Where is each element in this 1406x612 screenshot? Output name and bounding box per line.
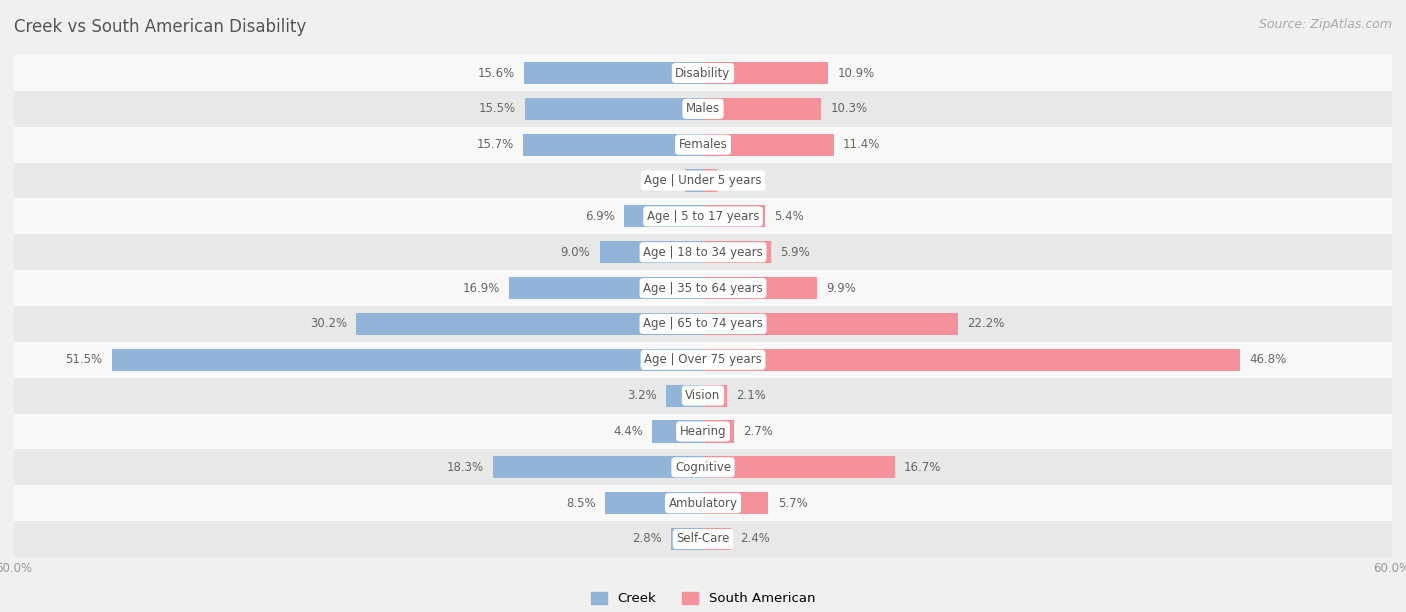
Bar xyxy=(14,521,1392,557)
Bar xyxy=(703,241,770,263)
Text: 1.6%: 1.6% xyxy=(645,174,675,187)
Bar xyxy=(14,198,1392,234)
Bar xyxy=(14,270,1392,306)
Bar xyxy=(14,91,1392,127)
Bar xyxy=(509,277,703,299)
Bar xyxy=(14,485,1392,521)
Text: 46.8%: 46.8% xyxy=(1250,353,1286,366)
Text: 4.4%: 4.4% xyxy=(613,425,644,438)
Text: 6.9%: 6.9% xyxy=(585,210,614,223)
Text: Age | 35 to 64 years: Age | 35 to 64 years xyxy=(643,282,763,294)
Text: Source: ZipAtlas.com: Source: ZipAtlas.com xyxy=(1258,18,1392,31)
Bar xyxy=(523,133,703,156)
Text: 15.7%: 15.7% xyxy=(477,138,513,151)
Text: Age | 18 to 34 years: Age | 18 to 34 years xyxy=(643,246,763,259)
Bar xyxy=(14,306,1392,342)
Text: 16.7%: 16.7% xyxy=(904,461,941,474)
Text: 51.5%: 51.5% xyxy=(65,353,103,366)
Bar xyxy=(599,241,703,263)
Bar xyxy=(14,414,1392,449)
Text: Age | Over 75 years: Age | Over 75 years xyxy=(644,353,762,366)
Bar xyxy=(703,349,1240,371)
Bar xyxy=(685,170,703,192)
Text: Self-Care: Self-Care xyxy=(676,532,730,545)
Bar xyxy=(14,163,1392,198)
Bar xyxy=(703,528,731,550)
Text: 2.7%: 2.7% xyxy=(744,425,773,438)
Bar xyxy=(703,170,717,192)
Bar xyxy=(703,492,769,514)
Text: 18.3%: 18.3% xyxy=(447,461,484,474)
Bar xyxy=(524,62,703,84)
Bar xyxy=(703,277,817,299)
Text: 10.3%: 10.3% xyxy=(831,102,868,115)
Text: 1.2%: 1.2% xyxy=(725,174,756,187)
Bar xyxy=(14,127,1392,163)
Text: 3.2%: 3.2% xyxy=(627,389,657,402)
Bar xyxy=(703,62,828,84)
Text: 22.2%: 22.2% xyxy=(967,318,1004,330)
Bar xyxy=(14,234,1392,270)
Bar xyxy=(624,205,703,228)
Bar xyxy=(671,528,703,550)
Text: Males: Males xyxy=(686,102,720,115)
Text: 5.4%: 5.4% xyxy=(775,210,804,223)
Bar xyxy=(606,492,703,514)
Text: Age | 65 to 74 years: Age | 65 to 74 years xyxy=(643,318,763,330)
Text: 9.0%: 9.0% xyxy=(561,246,591,259)
Text: Vision: Vision xyxy=(685,389,721,402)
Text: Age | Under 5 years: Age | Under 5 years xyxy=(644,174,762,187)
Bar xyxy=(356,313,703,335)
Bar xyxy=(14,342,1392,378)
Text: 8.5%: 8.5% xyxy=(567,497,596,510)
Text: 30.2%: 30.2% xyxy=(309,318,347,330)
Text: 16.9%: 16.9% xyxy=(463,282,499,294)
Text: Creek vs South American Disability: Creek vs South American Disability xyxy=(14,18,307,36)
Bar xyxy=(703,456,894,479)
Legend: Creek, South American: Creek, South American xyxy=(585,586,821,611)
Bar xyxy=(652,420,703,442)
Text: Females: Females xyxy=(679,138,727,151)
Text: 9.9%: 9.9% xyxy=(825,282,856,294)
Text: 10.9%: 10.9% xyxy=(838,67,875,80)
Text: 2.1%: 2.1% xyxy=(737,389,766,402)
Text: Age | 5 to 17 years: Age | 5 to 17 years xyxy=(647,210,759,223)
Bar xyxy=(524,98,703,120)
Bar xyxy=(666,384,703,407)
Text: Hearing: Hearing xyxy=(679,425,727,438)
Text: 5.9%: 5.9% xyxy=(780,246,810,259)
Bar xyxy=(703,384,727,407)
Bar xyxy=(14,55,1392,91)
Text: 2.4%: 2.4% xyxy=(740,532,769,545)
Bar xyxy=(703,313,957,335)
Text: Ambulatory: Ambulatory xyxy=(668,497,738,510)
Bar xyxy=(703,420,734,442)
Bar xyxy=(111,349,703,371)
Bar xyxy=(14,449,1392,485)
Text: 15.5%: 15.5% xyxy=(478,102,516,115)
Bar xyxy=(703,98,821,120)
Text: Disability: Disability xyxy=(675,67,731,80)
Text: Cognitive: Cognitive xyxy=(675,461,731,474)
Bar xyxy=(494,456,703,479)
Text: 11.4%: 11.4% xyxy=(844,138,880,151)
Bar xyxy=(703,133,834,156)
Text: 15.6%: 15.6% xyxy=(478,67,515,80)
Text: 5.7%: 5.7% xyxy=(778,497,807,510)
Bar xyxy=(14,378,1392,414)
Text: 2.8%: 2.8% xyxy=(631,532,662,545)
Bar xyxy=(703,205,765,228)
